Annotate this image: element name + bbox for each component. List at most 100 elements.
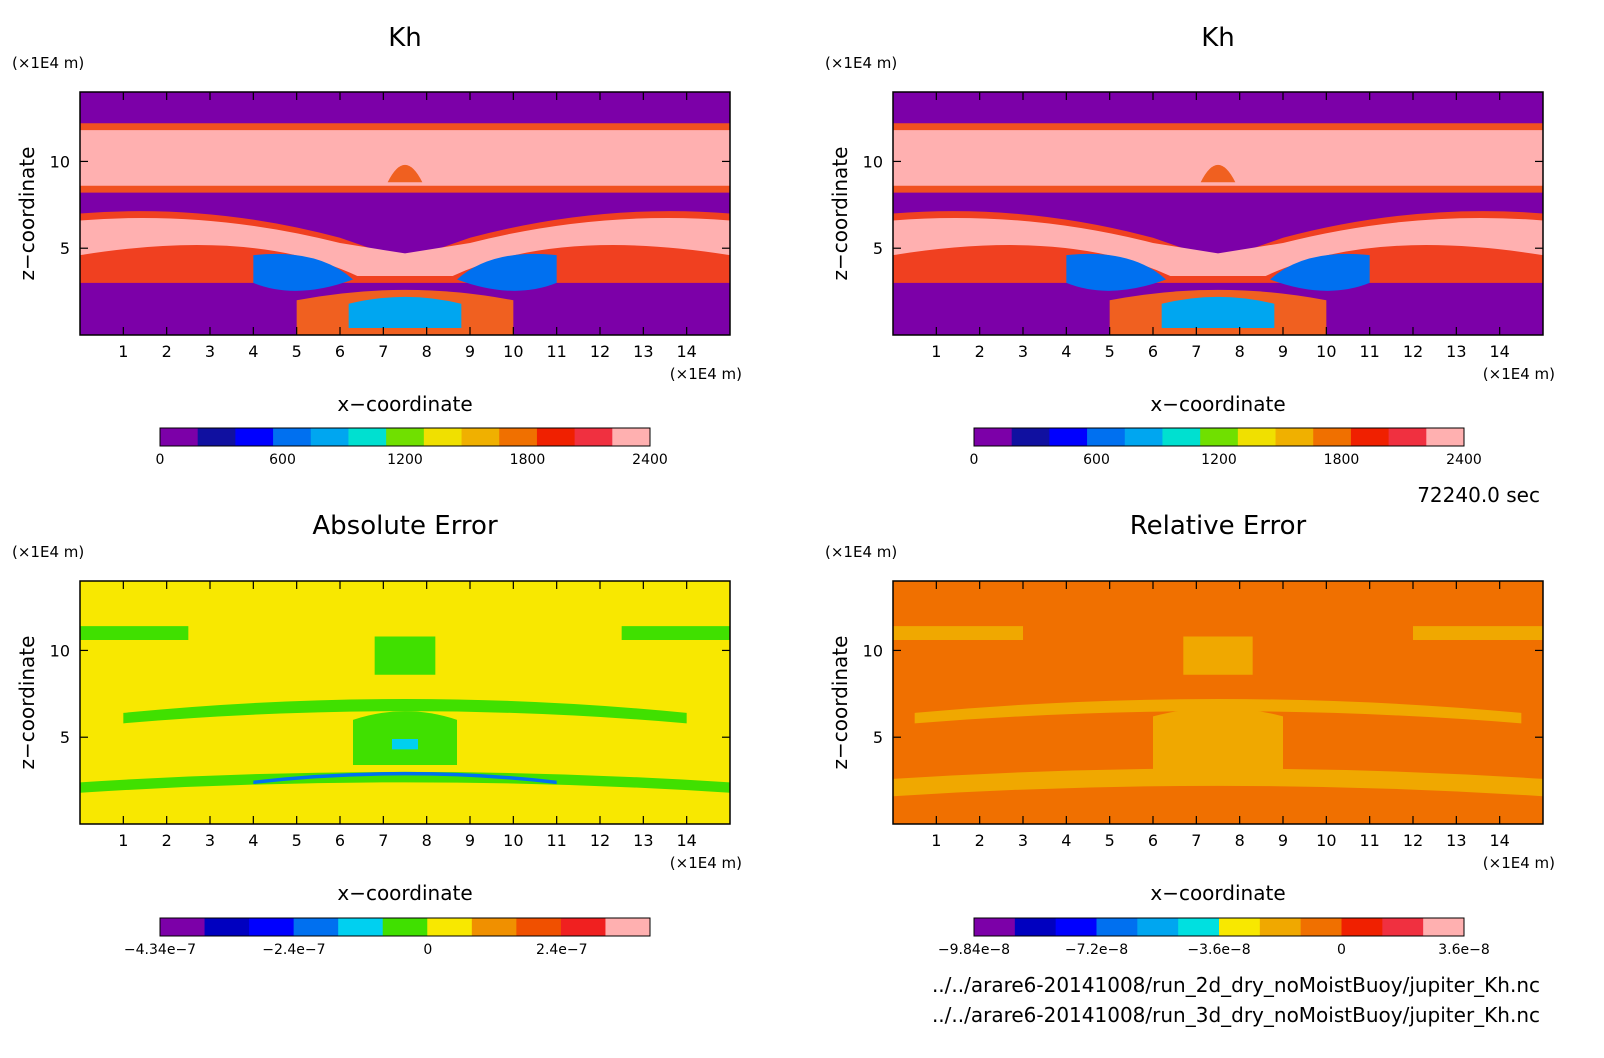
panel-3: Absolute Error(×1E4 m)1 2 3 4 5 6 7 8 9 10 11 12 13 1… xyxy=(12,511,742,958)
colorbar-label: 1200 xyxy=(1201,452,1237,468)
x-tick-label: 12 xyxy=(1403,831,1423,850)
x-tick-label: 11 xyxy=(546,342,566,361)
colorbar-label: 600 xyxy=(1083,452,1110,468)
colorbar-label: 2400 xyxy=(632,452,668,468)
light-center xyxy=(1153,707,1283,776)
y-unit-label: (×1E4 m) xyxy=(12,54,84,72)
x-tick-label: 4 xyxy=(1061,342,1071,361)
x-tick-label: 14 xyxy=(1489,831,1509,850)
colorbar-swatch xyxy=(423,428,463,446)
colorbar-label: 1200 xyxy=(387,452,423,468)
x-unit-label: (×1E4 m) xyxy=(670,365,742,383)
y-tick-label: 5 xyxy=(873,239,883,258)
x-tick-label: 5 xyxy=(292,342,302,361)
x-axis-label: x−coordinate xyxy=(337,392,472,416)
x-tick-label: 8 xyxy=(1235,342,1245,361)
colorbar-label: 600 xyxy=(269,452,296,468)
colorbar-swatch xyxy=(427,918,473,936)
panel-title: Absolute Error xyxy=(312,511,498,541)
colorbar-swatch xyxy=(1275,428,1314,446)
x-tick-label: 5 xyxy=(1105,831,1115,850)
x-tick-label: 10 xyxy=(503,342,523,361)
x-tick-label: 14 xyxy=(1489,342,1509,361)
colorbar-swatch xyxy=(471,918,517,936)
x-tick-label: 9 xyxy=(465,342,475,361)
x-tick-label: 7 xyxy=(378,342,388,361)
colorbar-swatch xyxy=(1382,918,1424,936)
file-path-2: ../../arare6-20141008/run_3d_dry_noMoist… xyxy=(932,1003,1540,1027)
x-tick-label: 13 xyxy=(1446,831,1466,850)
light-upper-r xyxy=(1413,626,1543,641)
colorbar-swatch xyxy=(1014,918,1057,936)
x-tick-label: 9 xyxy=(1278,831,1288,850)
x-tick-label: 7 xyxy=(1191,342,1201,361)
colorbar-swatch xyxy=(1137,918,1179,936)
plot-frame xyxy=(79,580,731,825)
plot-frame xyxy=(892,91,1544,336)
file-path-1: ../../arare6-20141008/run_2d_dry_noMoist… xyxy=(932,973,1540,997)
x-tick-label: 13 xyxy=(1446,342,1466,361)
colorbar-swatch xyxy=(1055,918,1097,936)
x-tick-label: 3 xyxy=(205,831,215,850)
colorbar-swatch xyxy=(1341,918,1383,936)
y-tick-label: 10 xyxy=(50,641,70,660)
colorbar-swatch xyxy=(1200,428,1239,446)
x-tick-label: 12 xyxy=(590,831,610,850)
colorbar-swatch xyxy=(974,428,1013,446)
lower-core xyxy=(348,296,462,329)
x-tick-label: 1 xyxy=(118,342,128,361)
x-tick-label: 11 xyxy=(1359,831,1379,850)
colorbar-swatch xyxy=(1313,428,1352,446)
panel-title: Kh xyxy=(388,23,422,53)
x-tick-label: 8 xyxy=(422,831,432,850)
x-tick-label: 8 xyxy=(1235,831,1245,850)
colorbar-swatch xyxy=(197,428,236,446)
colorbar-swatch xyxy=(249,918,295,936)
colorbar-swatch xyxy=(499,428,538,446)
x-tick-label: 14 xyxy=(676,831,696,850)
colorbar-swatch xyxy=(605,918,651,936)
x-axis-label: x−coordinate xyxy=(1150,881,1285,905)
colorbar-swatch xyxy=(516,918,562,936)
x-unit-label: (×1E4 m) xyxy=(1483,365,1555,383)
colorbar-swatch xyxy=(338,918,384,936)
colorbar-label: 2400 xyxy=(1446,452,1482,468)
colorbar-label: 0 xyxy=(423,942,432,958)
colorbar-label: 0 xyxy=(970,452,979,468)
colorbar-label: −3.6e−8 xyxy=(1187,942,1250,958)
blue-eddy-right xyxy=(1270,253,1370,291)
x-tick-label: 11 xyxy=(1359,342,1379,361)
x-tick-label: 1 xyxy=(931,342,941,361)
contour-field xyxy=(893,92,1543,335)
green-low xyxy=(80,771,730,793)
light-upper xyxy=(893,626,1023,641)
green-center xyxy=(353,711,457,765)
top-cap xyxy=(1200,164,1236,183)
y-tick-label: 5 xyxy=(873,728,883,747)
y-unit-label: (×1E4 m) xyxy=(825,54,897,72)
colorbar-swatch xyxy=(1096,918,1138,936)
colorbar-swatch xyxy=(1237,428,1277,446)
light-low xyxy=(893,768,1543,797)
y-unit-label: (×1E4 m) xyxy=(12,543,84,561)
x-axis-label: x−coordinate xyxy=(1150,392,1285,416)
green-mid xyxy=(123,699,687,724)
blue-eddy-left xyxy=(253,253,353,291)
colorbar-label: −7.2e−8 xyxy=(1065,942,1128,958)
colorbar-swatch xyxy=(273,428,312,446)
colorbar-swatch xyxy=(536,428,576,446)
colorbar-frame xyxy=(159,917,651,937)
colorbar-swatch xyxy=(348,428,387,446)
time-label: 72240.0 sec xyxy=(1417,483,1540,507)
colorbar-swatch xyxy=(1049,428,1088,446)
colorbar-swatch xyxy=(1423,918,1465,936)
colorbar-swatch xyxy=(1124,428,1163,446)
y-axis-label: z−coordinate xyxy=(828,636,852,770)
colorbar-swatch xyxy=(1259,918,1302,936)
colorbar-frame xyxy=(973,427,1465,447)
blue-eddy-right xyxy=(457,253,557,291)
y-tick-label: 10 xyxy=(50,152,70,171)
y-tick-label: 5 xyxy=(60,239,70,258)
colorbar-label: 0 xyxy=(156,452,165,468)
x-tick-label: 2 xyxy=(162,342,172,361)
